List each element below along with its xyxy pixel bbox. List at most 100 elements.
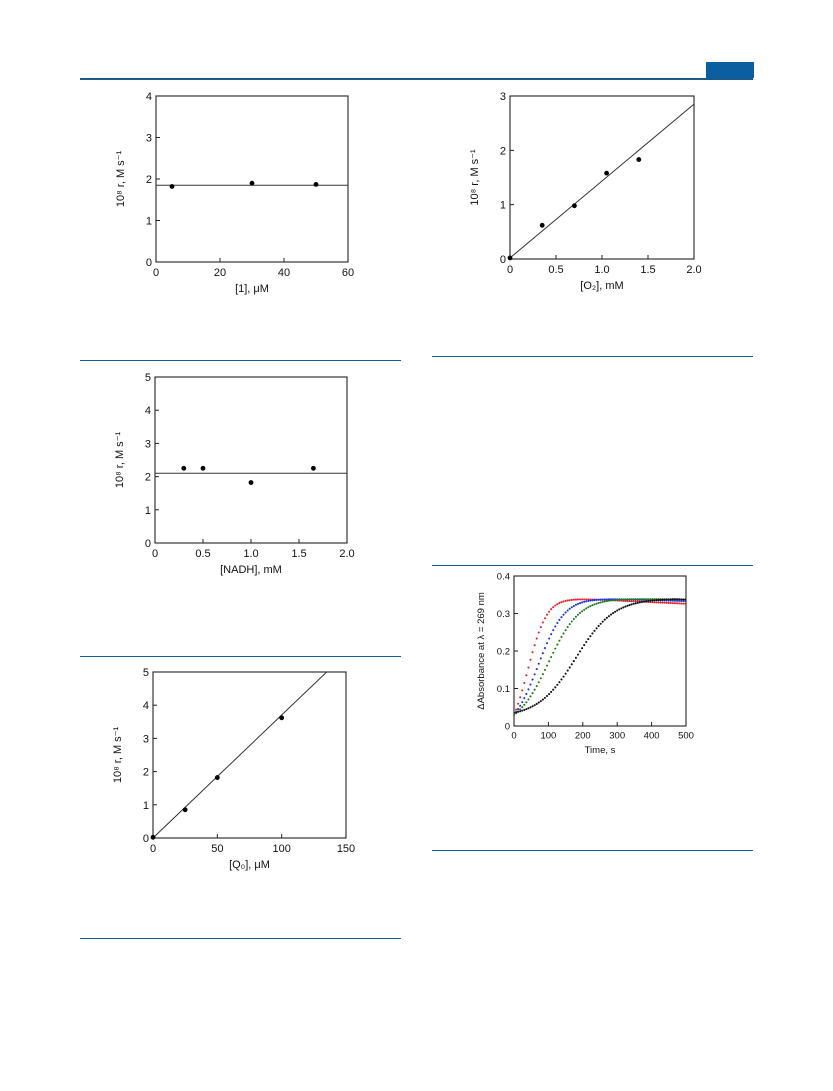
trace-point bbox=[676, 602, 679, 605]
data-point bbox=[214, 775, 220, 780]
trace-point bbox=[531, 678, 534, 681]
trace-point bbox=[634, 598, 637, 601]
trace-point bbox=[665, 598, 668, 601]
trace-point bbox=[605, 600, 608, 603]
trace-point bbox=[634, 602, 637, 605]
trace-point bbox=[634, 600, 637, 603]
trace-point bbox=[616, 609, 619, 612]
x-tick-label: 40 bbox=[278, 267, 290, 279]
y-tick-label: 4 bbox=[143, 700, 149, 712]
section-rule bbox=[80, 656, 401, 657]
trace-point bbox=[566, 625, 569, 629]
trace-point bbox=[543, 647, 547, 650]
trace-point bbox=[525, 701, 528, 704]
trace-point bbox=[603, 618, 606, 621]
trace-point bbox=[574, 656, 577, 659]
trace-point bbox=[543, 617, 547, 620]
data-point bbox=[150, 834, 156, 840]
trace-point bbox=[642, 598, 646, 601]
trace-point bbox=[552, 688, 555, 691]
trace-point bbox=[591, 604, 594, 607]
trace-point bbox=[523, 697, 526, 700]
trace-point bbox=[593, 599, 596, 602]
y-tick-label: 0 bbox=[145, 538, 151, 550]
x-tick-label: 0 bbox=[152, 548, 158, 560]
trace-point bbox=[533, 688, 536, 691]
trace-point bbox=[529, 658, 532, 661]
trace-point bbox=[529, 683, 532, 686]
trace-point bbox=[525, 692, 528, 696]
trace-point bbox=[523, 703, 526, 706]
trace-point bbox=[552, 606, 555, 609]
trace-point bbox=[599, 598, 602, 601]
y-tick-label: 0.3 bbox=[497, 609, 510, 620]
y-tick-label: 1 bbox=[146, 215, 152, 227]
trace-point bbox=[539, 700, 542, 703]
trace-point bbox=[560, 616, 563, 619]
trace-point bbox=[533, 673, 536, 676]
trace-point bbox=[591, 632, 594, 635]
section-rule bbox=[432, 565, 753, 566]
trace-point bbox=[521, 701, 524, 704]
data-point bbox=[200, 465, 206, 471]
trace-point bbox=[539, 677, 542, 680]
trace-point bbox=[517, 710, 520, 713]
trace-point bbox=[638, 601, 641, 604]
trace-point bbox=[612, 599, 615, 602]
trace-point bbox=[570, 620, 573, 623]
trace-point bbox=[562, 600, 565, 603]
x-tick-label: 0 bbox=[153, 267, 159, 279]
trace-point bbox=[558, 602, 561, 605]
trace-point bbox=[539, 626, 542, 629]
x-tick-label: 150 bbox=[337, 843, 355, 855]
y-tick-label: 3 bbox=[146, 132, 152, 144]
trace-point bbox=[684, 602, 686, 605]
y-tick-label: 4 bbox=[145, 405, 151, 417]
trace-point bbox=[556, 621, 559, 625]
trace-point bbox=[632, 600, 635, 603]
trace-point bbox=[589, 635, 592, 638]
trace-series bbox=[514, 598, 686, 716]
trace-point bbox=[568, 599, 571, 602]
trace-point bbox=[632, 602, 635, 605]
y-axis-label: 10⁸ r, M s⁻¹ bbox=[112, 727, 124, 784]
x-tick-label: 60 bbox=[342, 267, 354, 279]
x-tick-label: 100 bbox=[272, 843, 290, 855]
trace-point bbox=[595, 627, 598, 630]
trace-point bbox=[533, 644, 536, 647]
data-point bbox=[279, 715, 285, 721]
trace-point bbox=[587, 598, 590, 601]
y-tick-label: 0 bbox=[143, 833, 149, 845]
x-tick-label: 500 bbox=[678, 731, 694, 742]
trace-point bbox=[543, 696, 547, 699]
trace-point bbox=[673, 598, 677, 601]
section-rule bbox=[432, 850, 753, 851]
trace-point bbox=[545, 613, 549, 616]
y-tick-label: 1 bbox=[145, 505, 151, 517]
trace-point bbox=[622, 606, 625, 609]
trace-point bbox=[587, 638, 590, 641]
trace-point bbox=[624, 605, 627, 608]
trace-point bbox=[657, 598, 660, 602]
trace-point bbox=[649, 598, 652, 601]
y-tick-label: 0.4 bbox=[497, 571, 510, 582]
x-tick-label: 400 bbox=[644, 731, 660, 742]
trace-series bbox=[514, 598, 686, 714]
trace-point bbox=[591, 599, 594, 602]
trace-point bbox=[558, 618, 561, 621]
trace-point bbox=[640, 600, 644, 604]
trace-point bbox=[663, 598, 666, 601]
trace-point bbox=[527, 707, 530, 710]
trace-point bbox=[595, 602, 598, 605]
trace-point bbox=[659, 598, 662, 601]
trace-point bbox=[523, 681, 526, 685]
trace-point bbox=[535, 702, 538, 705]
trace-point bbox=[568, 623, 571, 626]
trace-point bbox=[593, 629, 596, 632]
trace-point bbox=[552, 651, 555, 654]
trace-point bbox=[655, 599, 658, 602]
rate-vs-catalyst-chart: 0 20 40 60 0 1 2 3 4 [1], μM 10⁸ r, M s⁻¹ bbox=[115, 91, 354, 295]
trace-point bbox=[539, 657, 542, 660]
trace-point bbox=[537, 701, 540, 704]
trace-point bbox=[583, 598, 586, 601]
